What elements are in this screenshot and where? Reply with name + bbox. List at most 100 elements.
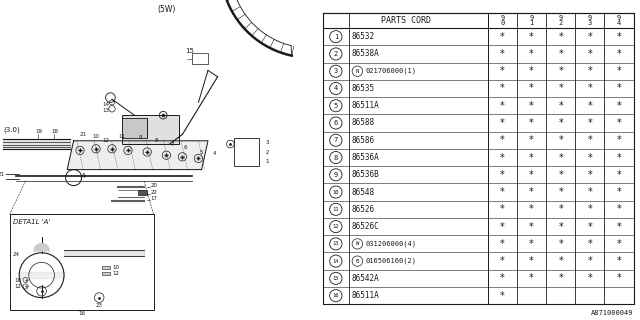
Text: *: * [588, 273, 592, 284]
Text: *: * [529, 135, 534, 145]
Text: *: * [617, 239, 621, 249]
Text: *: * [617, 66, 621, 76]
Text: 13: 13 [333, 241, 339, 246]
Text: *: * [588, 32, 592, 42]
Text: 10: 10 [333, 189, 339, 195]
Text: *: * [617, 49, 621, 59]
Text: *: * [529, 204, 534, 214]
Text: 9
0: 9 0 [500, 15, 504, 26]
Text: *: * [558, 273, 563, 284]
Text: *: * [500, 153, 505, 163]
Text: *: * [529, 49, 534, 59]
Text: 031206000(4): 031206000(4) [365, 241, 416, 247]
Text: *: * [529, 187, 534, 197]
Text: 16: 16 [333, 293, 339, 298]
Text: *: * [588, 187, 592, 197]
Text: 86526: 86526 [352, 205, 375, 214]
Text: *: * [500, 118, 505, 128]
Text: 8: 8 [155, 138, 159, 143]
Text: *: * [588, 49, 592, 59]
Text: PARTS CORD: PARTS CORD [381, 16, 431, 25]
Text: *: * [588, 153, 592, 163]
Text: 2: 2 [266, 149, 269, 155]
Text: 11: 11 [333, 207, 339, 212]
Text: 17: 17 [150, 196, 157, 201]
Text: W: W [356, 241, 359, 246]
Polygon shape [19, 272, 64, 278]
Text: *: * [500, 221, 505, 232]
Text: 9
3: 9 3 [588, 15, 592, 26]
Text: *: * [500, 187, 505, 197]
Text: 5: 5 [200, 149, 204, 155]
Text: 23: 23 [96, 303, 102, 308]
Text: 1: 1 [333, 34, 338, 40]
Text: *: * [617, 153, 621, 163]
Text: 9
1: 9 1 [529, 15, 534, 26]
Text: *: * [558, 153, 563, 163]
Text: *: * [529, 221, 534, 232]
Bar [102, 272, 111, 275]
Text: *: * [617, 32, 621, 42]
Text: 6: 6 [184, 145, 188, 150]
Text: 9: 9 [139, 135, 143, 140]
Text: *: * [500, 49, 505, 59]
Text: *: * [617, 84, 621, 93]
Text: 6: 6 [333, 120, 338, 126]
Text: 86511A: 86511A [352, 101, 380, 110]
Text: 10: 10 [15, 277, 21, 283]
Text: *: * [500, 256, 505, 266]
Text: *: * [617, 135, 621, 145]
Text: N: N [356, 69, 359, 74]
Text: 2: 2 [333, 51, 338, 57]
Text: *: * [588, 221, 592, 232]
Text: *: * [529, 84, 534, 93]
Text: *: * [558, 204, 563, 214]
Text: *: * [500, 170, 505, 180]
Text: *: * [529, 66, 534, 76]
Text: *: * [558, 187, 563, 197]
Text: 19: 19 [35, 129, 42, 134]
Text: 016506160(2): 016506160(2) [365, 258, 416, 264]
Text: 12: 12 [102, 138, 109, 143]
Text: (5W): (5W) [157, 5, 175, 14]
Text: A871000049: A871000049 [591, 310, 634, 316]
Text: 21: 21 [80, 132, 86, 137]
Text: 86586: 86586 [352, 136, 375, 145]
Text: *: * [617, 118, 621, 128]
Text: *: * [588, 239, 592, 249]
Text: *: * [558, 49, 563, 59]
Text: 12: 12 [15, 284, 21, 289]
Bar [122, 118, 147, 138]
Text: *: * [500, 273, 505, 284]
Text: 20: 20 [150, 183, 157, 188]
Text: *: * [500, 66, 505, 76]
Text: *: * [558, 221, 563, 232]
Text: 86548: 86548 [352, 188, 375, 196]
Text: 4: 4 [333, 85, 338, 92]
Text: 16: 16 [78, 311, 85, 316]
Polygon shape [67, 141, 208, 170]
Text: *: * [500, 84, 505, 93]
Text: 86526C: 86526C [352, 222, 380, 231]
Text: *: * [617, 101, 621, 111]
Text: 12: 12 [112, 271, 119, 276]
Text: *: * [588, 84, 592, 93]
Text: *: * [500, 204, 505, 214]
Text: *: * [588, 101, 592, 111]
Text: *: * [617, 273, 621, 284]
Text: 10: 10 [112, 265, 119, 270]
Text: 9: 9 [333, 172, 338, 178]
Text: *: * [558, 84, 563, 93]
Text: 12: 12 [333, 224, 339, 229]
Text: 86588: 86588 [352, 118, 375, 127]
Text: *: * [558, 135, 563, 145]
Text: *: * [500, 101, 505, 111]
Text: *: * [529, 256, 534, 266]
Text: *: * [529, 118, 534, 128]
Text: 14: 14 [333, 259, 339, 264]
Text: *: * [558, 32, 563, 42]
Text: 86536A: 86536A [352, 153, 380, 162]
Text: 86542A: 86542A [352, 274, 380, 283]
Text: *: * [500, 32, 505, 42]
Text: 86511A: 86511A [352, 291, 380, 300]
